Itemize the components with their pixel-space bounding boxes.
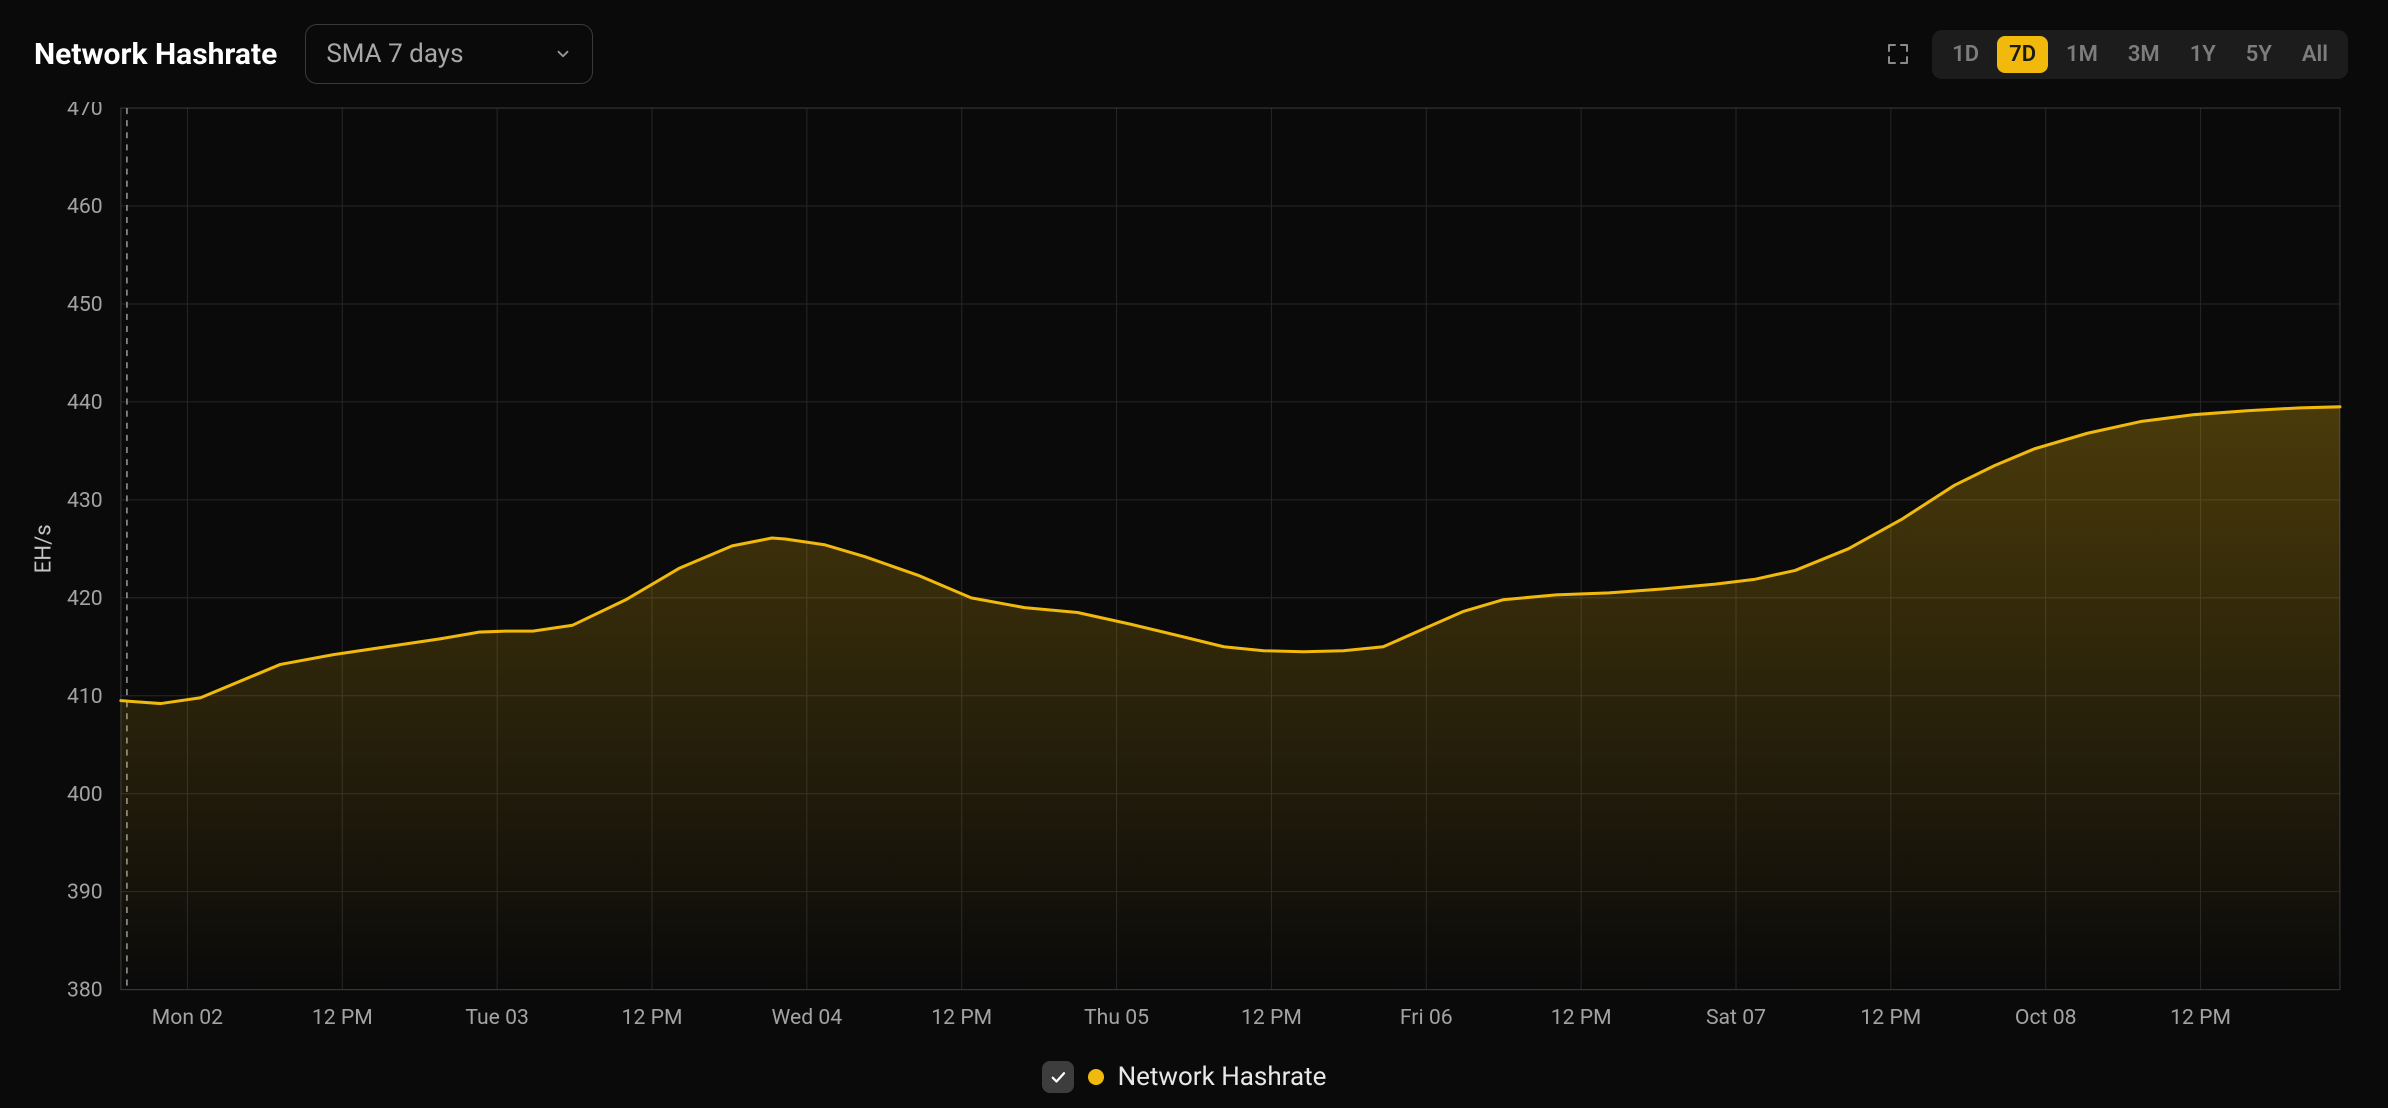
- chart-header: Network Hashrate SMA 7 days 1D7D1M3M1Y5Y…: [20, 24, 2348, 84]
- fullscreen-icon[interactable]: [1886, 42, 1910, 66]
- svg-text:410: 410: [67, 684, 103, 709]
- svg-text:EH/s: EH/s: [30, 524, 56, 573]
- svg-text:460: 460: [67, 194, 103, 219]
- svg-text:Oct 08: Oct 08: [2015, 1005, 2077, 1030]
- header-right: 1D7D1M3M1Y5YAll: [1886, 30, 2348, 79]
- svg-text:Tue 03: Tue 03: [465, 1005, 529, 1030]
- sma-select[interactable]: SMA 7 days: [305, 24, 592, 84]
- svg-text:400: 400: [67, 782, 103, 807]
- svg-text:430: 430: [67, 488, 103, 513]
- range-button-1d[interactable]: 1D: [1940, 36, 1991, 73]
- chart-legend: Network Hashrate: [20, 1056, 2348, 1098]
- sma-select-label: SMA 7 days: [326, 39, 463, 69]
- range-button-1y[interactable]: 1Y: [2178, 36, 2228, 73]
- svg-text:470: 470: [67, 102, 103, 121]
- svg-text:12 PM: 12 PM: [622, 1005, 683, 1030]
- range-button-1m[interactable]: 1M: [2054, 36, 2110, 73]
- range-button-7d[interactable]: 7D: [1997, 36, 2048, 73]
- svg-text:12 PM: 12 PM: [312, 1005, 373, 1030]
- svg-text:12 PM: 12 PM: [1860, 1005, 1921, 1030]
- legend-checkbox[interactable]: [1042, 1061, 1074, 1093]
- svg-text:420: 420: [67, 586, 103, 611]
- legend-color-dot: [1088, 1069, 1104, 1085]
- time-range-group: 1D7D1M3M1Y5YAll: [1932, 30, 2348, 79]
- svg-text:12 PM: 12 PM: [931, 1005, 992, 1030]
- hashrate-chart: 380 390 400 410 420 430 440 450 460 470 Mon 02 12 P…: [20, 102, 2348, 1050]
- range-button-all[interactable]: All: [2290, 36, 2340, 73]
- svg-text:440: 440: [67, 390, 103, 415]
- svg-text:380: 380: [67, 978, 103, 1003]
- svg-text:12 PM: 12 PM: [1241, 1005, 1302, 1030]
- legend-label: Network Hashrate: [1118, 1062, 1327, 1092]
- svg-text:Thu 05: Thu 05: [1084, 1005, 1149, 1030]
- svg-text:12 PM: 12 PM: [1551, 1005, 1612, 1030]
- header-left: Network Hashrate SMA 7 days: [34, 24, 593, 84]
- svg-text:Mon 02: Mon 02: [152, 1005, 223, 1030]
- range-button-5y[interactable]: 5Y: [2234, 36, 2284, 73]
- svg-text:Sat 07: Sat 07: [1706, 1005, 1766, 1030]
- svg-text:450: 450: [67, 292, 103, 317]
- chevron-down-icon: [554, 45, 572, 63]
- svg-text:Fri 06: Fri 06: [1400, 1005, 1453, 1030]
- svg-text:Wed 04: Wed 04: [772, 1005, 843, 1030]
- chart-title: Network Hashrate: [34, 37, 277, 72]
- chart-area: 380 390 400 410 420 430 440 450 460 470 Mon 02 12 P…: [20, 102, 2348, 1050]
- range-button-3m[interactable]: 3M: [2116, 36, 2172, 73]
- svg-text:12 PM: 12 PM: [2170, 1005, 2231, 1030]
- svg-text:390: 390: [67, 880, 103, 905]
